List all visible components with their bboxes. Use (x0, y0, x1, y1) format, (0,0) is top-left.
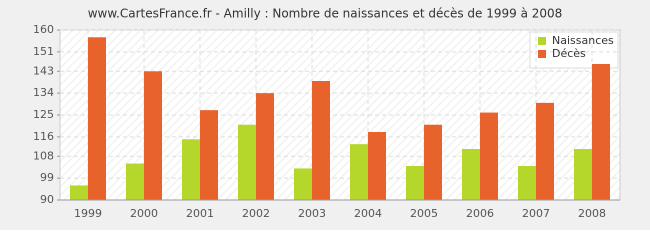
x-tick-label: 2003 (298, 207, 326, 220)
x-tick-label: 2007 (522, 207, 550, 220)
bar (256, 93, 274, 200)
chart-title: www.CartesFrance.fr - Amilly : Nombre de… (88, 7, 563, 21)
bar (368, 132, 386, 200)
x-tick-label: 2002 (242, 207, 270, 220)
bar (480, 112, 498, 200)
x-tick-label: 2004 (354, 207, 382, 220)
bar (462, 149, 480, 200)
bar (70, 185, 88, 200)
y-tick-label: 90 (40, 193, 54, 206)
x-tick-label: 2001 (186, 207, 214, 220)
bar (182, 139, 200, 200)
legend-label: Naissances (552, 34, 614, 47)
bar (536, 102, 554, 200)
bar (238, 124, 256, 200)
y-tick-label: 160 (33, 23, 54, 36)
x-tick-label: 2006 (466, 207, 494, 220)
bar (574, 149, 592, 200)
chart: www.CartesFrance.fr - Amilly : Nombre de… (0, 0, 650, 230)
x-tick-label: 2005 (410, 207, 438, 220)
y-tick-label: 151 (33, 45, 54, 58)
bar (126, 163, 144, 200)
y-tick-label: 125 (33, 108, 54, 121)
bar (294, 168, 312, 200)
y-tick-label: 134 (33, 86, 54, 99)
y-tick-label: 108 (33, 149, 54, 162)
bar (518, 166, 536, 200)
bar (200, 110, 218, 200)
y-tick-label: 116 (33, 130, 54, 143)
bar (406, 166, 424, 200)
x-tick-label: 2008 (578, 207, 606, 220)
legend-swatch (538, 50, 546, 58)
legend-swatch (538, 37, 546, 45)
bar (88, 37, 106, 201)
bar (350, 144, 368, 200)
bar (592, 64, 610, 200)
bar (312, 81, 330, 200)
x-tick-label: 1999 (74, 207, 102, 220)
y-tick-label: 143 (33, 64, 54, 77)
legend-box (529, 31, 619, 69)
y-tick-label: 99 (40, 171, 54, 184)
x-tick-label: 2000 (130, 207, 158, 220)
bar (424, 124, 442, 200)
legend-label: Décès (552, 47, 586, 60)
legend (529, 31, 619, 69)
bar (144, 71, 162, 201)
